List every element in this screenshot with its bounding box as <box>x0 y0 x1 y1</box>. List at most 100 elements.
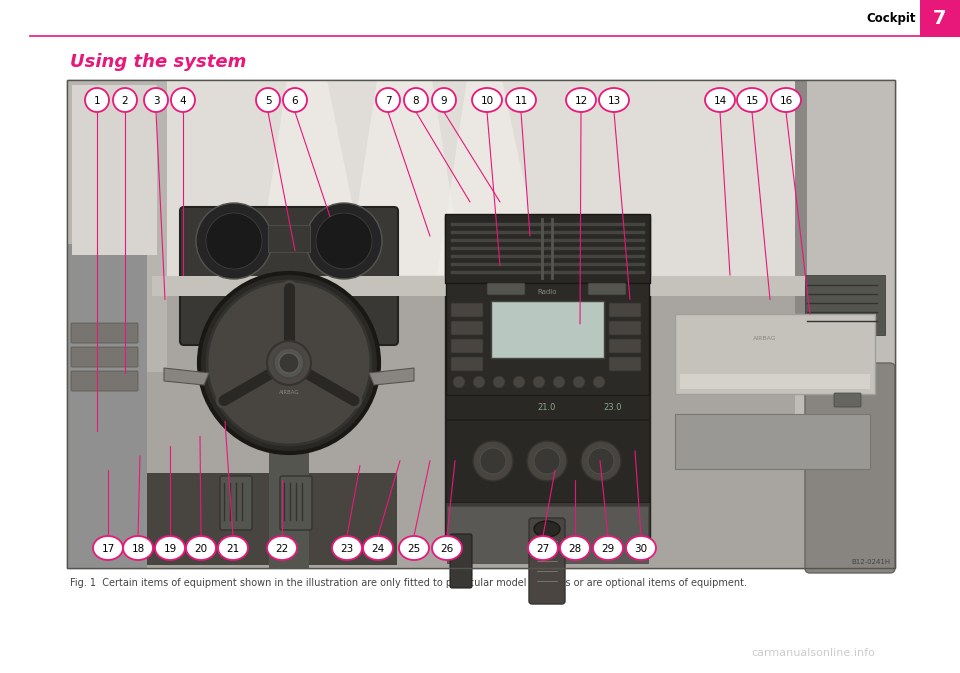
Circle shape <box>534 448 560 474</box>
Text: 7: 7 <box>385 96 392 106</box>
FancyBboxPatch shape <box>147 473 397 565</box>
Text: 25: 25 <box>407 544 420 553</box>
FancyBboxPatch shape <box>675 414 870 469</box>
Ellipse shape <box>144 88 168 112</box>
Ellipse shape <box>771 88 801 112</box>
Polygon shape <box>67 80 895 349</box>
Text: AIRBAG: AIRBAG <box>278 390 300 396</box>
Text: 8: 8 <box>413 96 420 106</box>
FancyBboxPatch shape <box>67 244 147 568</box>
Circle shape <box>279 353 299 373</box>
Ellipse shape <box>93 536 123 560</box>
Text: 14: 14 <box>713 96 727 106</box>
Ellipse shape <box>404 88 428 112</box>
Ellipse shape <box>506 88 536 112</box>
FancyBboxPatch shape <box>152 276 805 296</box>
FancyBboxPatch shape <box>180 207 398 345</box>
Circle shape <box>206 213 262 269</box>
Text: B12-0241H: B12-0241H <box>852 559 891 565</box>
Ellipse shape <box>171 88 195 112</box>
FancyBboxPatch shape <box>67 284 895 568</box>
Text: 12: 12 <box>574 96 588 106</box>
Text: 18: 18 <box>132 544 145 553</box>
Text: 2: 2 <box>122 96 129 106</box>
Circle shape <box>527 441 567 481</box>
Text: 27: 27 <box>537 544 550 553</box>
FancyBboxPatch shape <box>805 275 885 335</box>
FancyBboxPatch shape <box>680 374 870 389</box>
FancyBboxPatch shape <box>446 283 649 395</box>
Circle shape <box>196 203 272 279</box>
Text: 24: 24 <box>372 544 385 553</box>
FancyBboxPatch shape <box>67 80 895 568</box>
FancyBboxPatch shape <box>795 80 807 348</box>
FancyBboxPatch shape <box>446 420 649 502</box>
Text: 22: 22 <box>276 544 289 553</box>
Ellipse shape <box>113 88 137 112</box>
Text: 16: 16 <box>780 96 793 106</box>
FancyBboxPatch shape <box>529 518 565 604</box>
Text: 4: 4 <box>180 96 186 106</box>
Text: 28: 28 <box>568 544 582 553</box>
Circle shape <box>593 376 605 388</box>
FancyBboxPatch shape <box>446 395 649 419</box>
FancyBboxPatch shape <box>795 80 895 421</box>
Text: 26: 26 <box>441 544 454 553</box>
FancyBboxPatch shape <box>675 314 875 394</box>
FancyBboxPatch shape <box>609 339 641 353</box>
FancyBboxPatch shape <box>487 283 525 295</box>
Text: 23.0: 23.0 <box>604 402 622 411</box>
Text: 29: 29 <box>601 544 614 553</box>
Circle shape <box>513 376 525 388</box>
Text: 19: 19 <box>163 544 177 553</box>
Text: 15: 15 <box>745 96 758 106</box>
FancyBboxPatch shape <box>588 283 626 295</box>
Ellipse shape <box>218 536 248 560</box>
Ellipse shape <box>155 536 185 560</box>
Text: 10: 10 <box>480 96 493 106</box>
Circle shape <box>493 376 505 388</box>
Text: Using the system: Using the system <box>70 53 247 71</box>
Polygon shape <box>800 80 895 324</box>
Circle shape <box>306 203 382 279</box>
Text: 9: 9 <box>441 96 447 106</box>
FancyBboxPatch shape <box>805 363 895 573</box>
Ellipse shape <box>593 536 623 560</box>
Text: carmanualsonline.info: carmanualsonline.info <box>751 648 875 658</box>
Text: 7: 7 <box>933 9 947 28</box>
FancyBboxPatch shape <box>447 506 648 563</box>
Circle shape <box>199 273 379 453</box>
Text: Cockpit: Cockpit <box>867 12 916 25</box>
Ellipse shape <box>332 536 362 560</box>
FancyBboxPatch shape <box>451 357 483 371</box>
Circle shape <box>588 448 614 474</box>
Circle shape <box>274 348 304 378</box>
Circle shape <box>553 376 565 388</box>
FancyBboxPatch shape <box>268 225 310 252</box>
FancyBboxPatch shape <box>280 476 312 530</box>
Text: 13: 13 <box>608 96 620 106</box>
Ellipse shape <box>256 88 280 112</box>
Ellipse shape <box>472 88 502 112</box>
FancyBboxPatch shape <box>220 476 252 530</box>
Text: 21.0: 21.0 <box>538 402 556 411</box>
Text: 1: 1 <box>94 96 100 106</box>
Ellipse shape <box>737 88 767 112</box>
Ellipse shape <box>705 88 735 112</box>
FancyBboxPatch shape <box>71 347 138 367</box>
Polygon shape <box>437 80 544 275</box>
Circle shape <box>207 281 371 445</box>
Text: 11: 11 <box>515 96 528 106</box>
Circle shape <box>267 341 311 385</box>
Ellipse shape <box>432 88 456 112</box>
Circle shape <box>453 376 465 388</box>
FancyBboxPatch shape <box>451 303 483 317</box>
Polygon shape <box>164 368 209 385</box>
Text: 3: 3 <box>153 96 159 106</box>
FancyBboxPatch shape <box>72 85 157 255</box>
FancyBboxPatch shape <box>71 323 138 343</box>
Polygon shape <box>257 80 367 275</box>
Ellipse shape <box>85 88 109 112</box>
FancyBboxPatch shape <box>71 371 138 391</box>
Circle shape <box>480 448 506 474</box>
